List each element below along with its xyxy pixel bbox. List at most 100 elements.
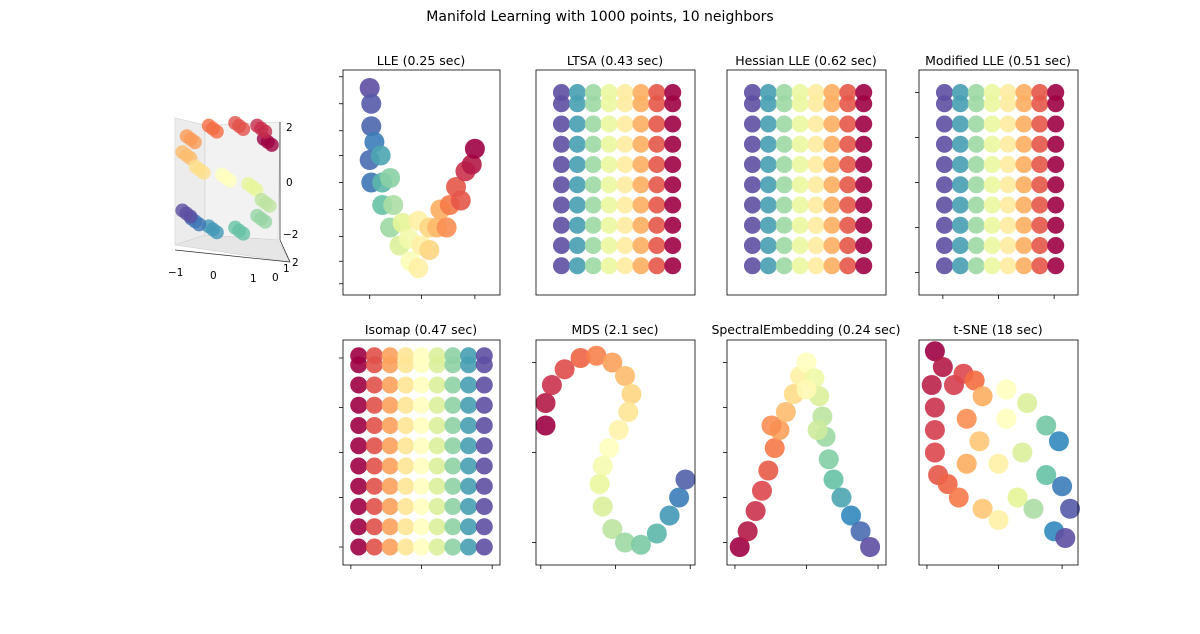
data-point: [428, 417, 446, 434]
pane-floor: [174, 234, 291, 263]
modified-lle-plot: [915, 69, 1079, 299]
data-point: [737, 521, 758, 542]
data-point: [444, 396, 462, 414]
data-point: [823, 216, 841, 234]
data-point: [935, 135, 953, 153]
hessian-lle-plot: [726, 69, 887, 296]
data-point: [444, 437, 462, 455]
data-point: [365, 477, 383, 495]
data-point: [648, 196, 666, 214]
data-point: [983, 156, 1001, 173]
data-point: [967, 115, 985, 133]
data-point: [999, 115, 1017, 133]
data-point: [460, 477, 478, 495]
data-point: [359, 78, 380, 98]
data-point: [381, 437, 399, 455]
data-point: [759, 115, 777, 133]
data-point: [600, 237, 618, 254]
data-point: [1052, 476, 1073, 497]
data-point: [1031, 135, 1049, 153]
data-point: [475, 437, 493, 455]
data-point: [743, 176, 761, 194]
data-point: [791, 135, 809, 153]
data-point: [475, 417, 493, 434]
data-point: [209, 225, 224, 240]
data-point: [1015, 237, 1033, 254]
data-point: [967, 135, 985, 153]
data-point: [350, 477, 368, 495]
x-tick-label: 0: [210, 270, 217, 282]
data-point: [729, 537, 750, 557]
data-point: [791, 84, 809, 101]
data-point: [775, 257, 793, 275]
data-point: [743, 237, 761, 254]
data-point: [618, 402, 639, 422]
data-point: [764, 438, 785, 458]
data-point: [408, 258, 429, 278]
data-point: [444, 477, 462, 495]
data-point: [381, 518, 399, 536]
data-point: [743, 135, 761, 153]
data-point: [413, 518, 430, 536]
data-point: [775, 237, 793, 254]
data-point: [983, 176, 1001, 194]
data-point: [775, 216, 793, 234]
data-point: [584, 84, 602, 101]
data-point: [616, 237, 634, 254]
x-tick-label: −1: [168, 267, 183, 279]
data-point: [1031, 196, 1049, 214]
data-point: [428, 498, 446, 515]
data-point: [831, 487, 852, 508]
data-point: [436, 217, 457, 238]
data-point: [475, 518, 493, 536]
data-point: [621, 384, 642, 404]
data-point: [775, 156, 793, 173]
data-point: [935, 84, 953, 101]
data-point: [616, 257, 634, 275]
data-point: [568, 176, 586, 194]
data-point: [1047, 216, 1065, 234]
data-point: [999, 84, 1017, 101]
data-point: [552, 237, 570, 254]
data-point: [759, 257, 777, 275]
data-point: [586, 345, 607, 366]
data-point: [743, 115, 761, 133]
axes-frame: [535, 69, 696, 296]
data-point: [413, 457, 430, 475]
data-point: [552, 216, 570, 234]
data-point: [475, 347, 493, 365]
data-point: [791, 196, 809, 214]
y-tick-label: 2: [292, 257, 299, 269]
data-point: [397, 396, 415, 414]
data-point: [951, 196, 969, 214]
data-point: [381, 538, 399, 556]
data-point: [370, 145, 391, 166]
data-point: [807, 420, 828, 440]
data-point: [860, 537, 881, 557]
data-point: [552, 257, 570, 275]
data-point: [956, 453, 977, 474]
data-point: [1007, 487, 1028, 508]
data-point: [951, 135, 969, 153]
data-point: [632, 84, 650, 101]
data-point: [616, 135, 634, 153]
data-point: [392, 213, 413, 233]
data-point: [350, 417, 368, 434]
data-point: [552, 84, 570, 101]
data-point: [365, 518, 383, 536]
data-point: [475, 498, 493, 515]
data-point: [365, 457, 383, 475]
data-point: [983, 196, 1001, 214]
data-point: [823, 84, 841, 101]
data-point: [584, 135, 602, 153]
data-point: [999, 135, 1017, 153]
data-point: [855, 156, 873, 173]
data-point: [855, 84, 873, 101]
data-point: [850, 521, 871, 542]
data-point: [350, 538, 368, 556]
data-point: [475, 538, 493, 556]
data-point: [600, 84, 618, 101]
data-point: [535, 393, 556, 413]
data-point: [236, 226, 251, 241]
data-point: [183, 209, 198, 224]
